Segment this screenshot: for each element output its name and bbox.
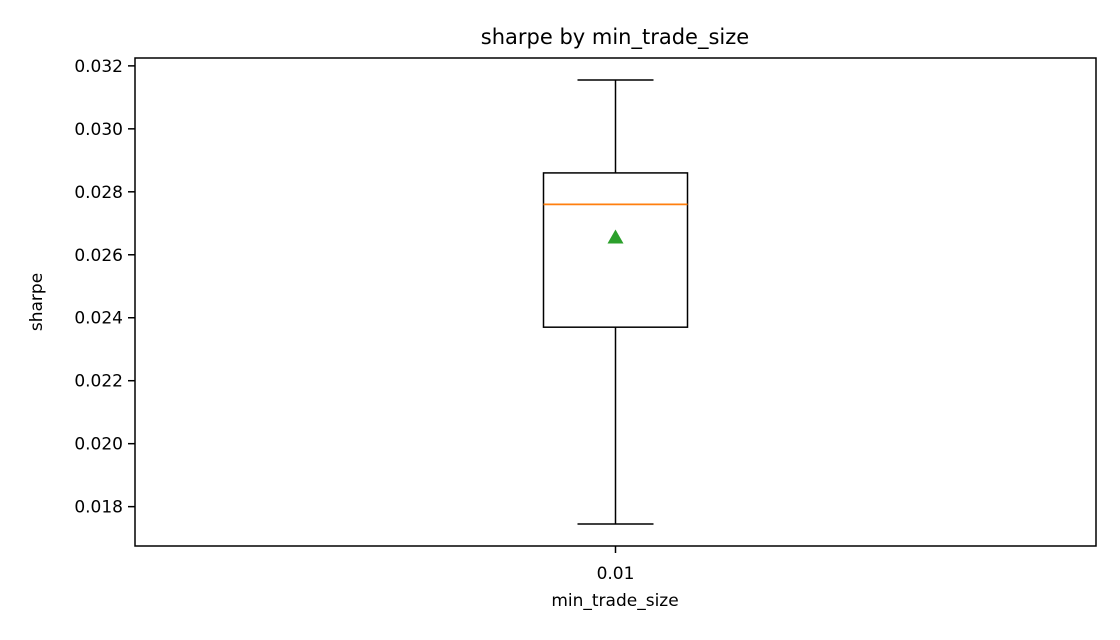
- y-tick-label: 0.028: [74, 183, 123, 203]
- plot-area: [542, 79, 689, 525]
- y-tick-label: 0.032: [74, 57, 123, 77]
- y-axis: 0.018 0.020 0.022 0.024 0.026 0.028 0.030 0.032: [74, 57, 135, 518]
- x-axis: 0.01: [597, 546, 635, 584]
- y-tick-label: 0.024: [74, 309, 123, 329]
- y-tick-label: 0.030: [74, 120, 123, 140]
- y-tick-label: 0.020: [74, 435, 123, 455]
- mean-marker: [607, 229, 624, 244]
- y-axis-label: sharpe: [27, 273, 47, 331]
- chart-title: sharpe by min_trade_size: [481, 25, 749, 50]
- y-tick-label: 0.022: [74, 372, 123, 392]
- x-axis-label: min_trade_size: [551, 591, 678, 611]
- y-tick-label: 0.018: [74, 498, 123, 518]
- y-tick-label: 0.026: [74, 246, 123, 266]
- box-iqr: [542, 172, 689, 328]
- x-tick-label: 0.01: [597, 564, 635, 584]
